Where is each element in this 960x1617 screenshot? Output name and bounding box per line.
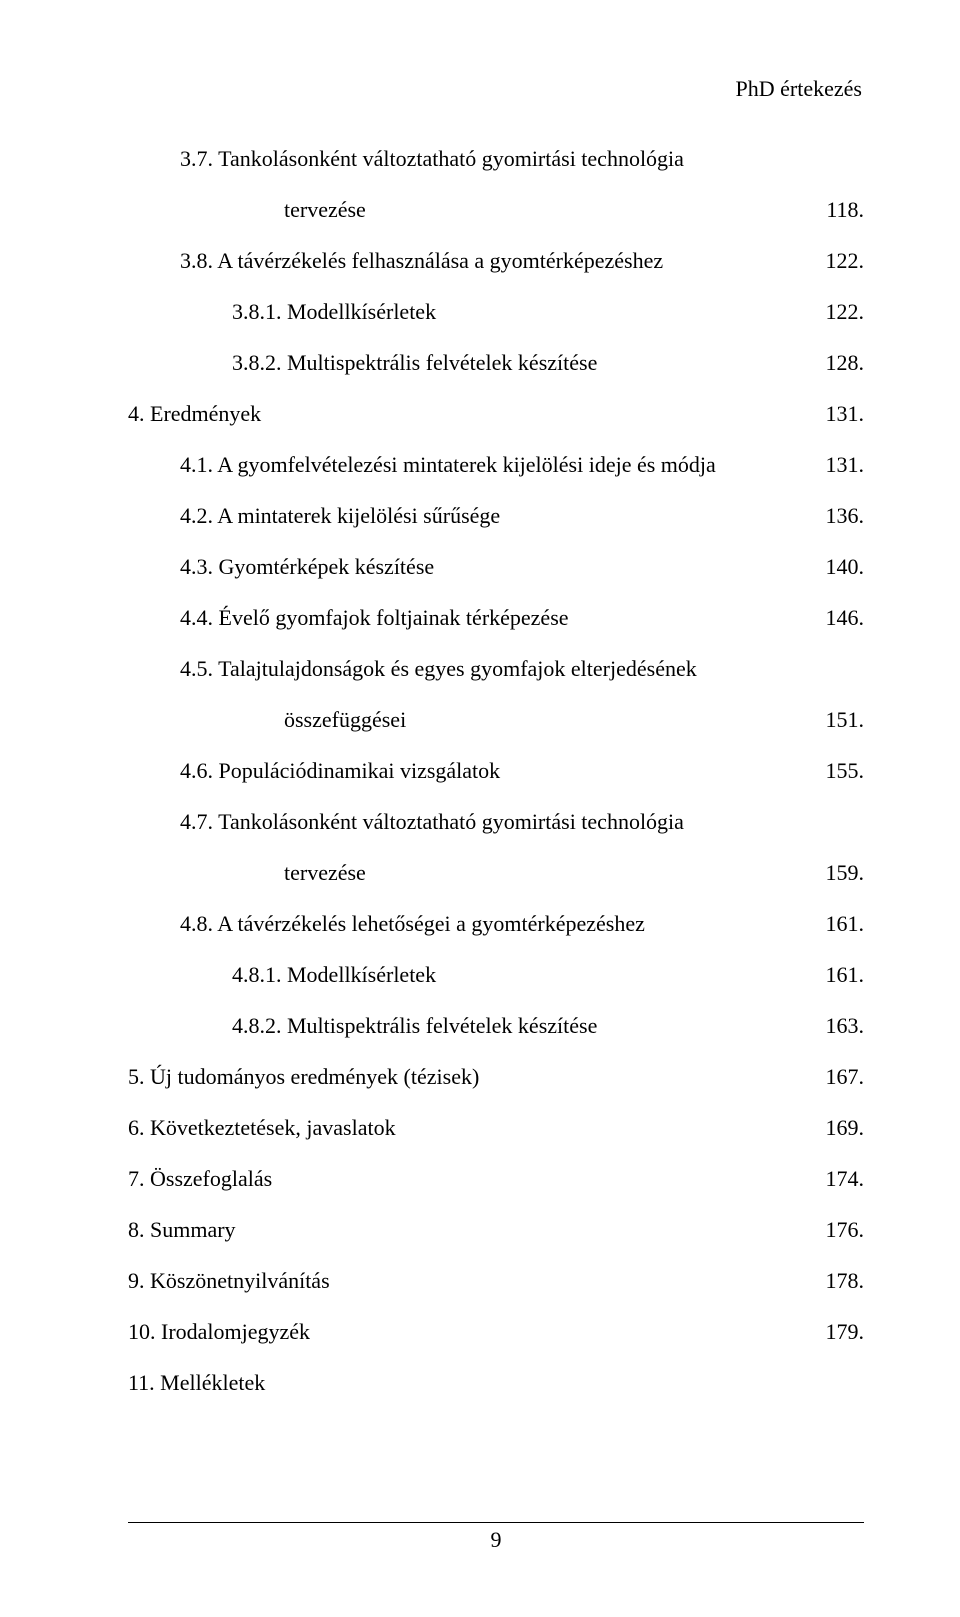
toc-entry-page: 179. [826, 1321, 865, 1343]
toc-entry: 9. Köszönetnyilvánítás178. [128, 1270, 864, 1292]
toc-entry-page: 161. [826, 913, 865, 935]
toc-entry-label: 10. Irodalomjegyzék [128, 1321, 826, 1343]
toc-entry-page: 159. [826, 862, 865, 884]
toc-entry-label: 4. Eredmények [128, 403, 826, 425]
toc-entry-page: 155. [826, 760, 865, 782]
toc-entry-label: tervezése [128, 199, 826, 221]
toc-entry-page: 174. [826, 1168, 865, 1190]
toc-entry: 3.8.1. Modellkísérletek122. [128, 301, 864, 323]
toc-entry-page: 161. [826, 964, 865, 986]
toc-entry-label: 5. Új tudományos eredmények (tézisek) [128, 1066, 826, 1088]
toc-entry-label: 3.8.2. Multispektrális felvételek készít… [128, 352, 826, 374]
table-of-contents: 3.7. Tankolásonként változtatható gyomir… [128, 148, 864, 1394]
toc-entry-label: 4.5. Talajtulajdonságok és egyes gyomfaj… [128, 658, 864, 680]
toc-entry: 4.7. Tankolásonként változtatható gyomir… [128, 811, 864, 833]
running-head: PhD értekezés [128, 76, 864, 102]
toc-entry-page: 128. [826, 352, 865, 374]
toc-entry-page: 163. [826, 1015, 865, 1037]
toc-entry-page: 151. [826, 709, 865, 731]
page-footer: 9 [128, 1522, 864, 1553]
page-number: 9 [491, 1527, 502, 1552]
toc-entry-label: 4.8.2. Multispektrális felvételek készít… [128, 1015, 826, 1037]
toc-entry-label: 11. Mellékletek [128, 1372, 864, 1394]
toc-entry: 4.4. Évelő gyomfajok foltjainak térképez… [128, 607, 864, 629]
toc-entry-page: 178. [826, 1270, 865, 1292]
toc-entry-label: 3.7. Tankolásonként változtatható gyomir… [128, 148, 864, 170]
toc-entry-label: 7. Összefoglalás [128, 1168, 826, 1190]
toc-entry-page: 140. [826, 556, 865, 578]
toc-entry-page: 169. [826, 1117, 865, 1139]
toc-entry-label: 9. Köszönetnyilvánítás [128, 1270, 826, 1292]
toc-entry: tervezése118. [128, 199, 864, 221]
toc-entry-page: 167. [826, 1066, 865, 1088]
toc-entry-page: 136. [826, 505, 865, 527]
toc-entry: 8. Summary176. [128, 1219, 864, 1241]
toc-entry-label: 4.1. A gyomfelvételezési mintaterek kije… [128, 454, 826, 476]
toc-entry: 11. Mellékletek [128, 1372, 864, 1394]
toc-entry-page: 176. [826, 1219, 865, 1241]
toc-entry: 4.8. A távérzékelés lehetőségei a gyomté… [128, 913, 864, 935]
toc-entry: 4.5. Talajtulajdonságok és egyes gyomfaj… [128, 658, 864, 680]
toc-entry: tervezése159. [128, 862, 864, 884]
toc-entry-label: 4.3. Gyomtérképek készítése [128, 556, 826, 578]
toc-entry-label: 4.6. Populációdinamikai vizsgálatok [128, 760, 826, 782]
toc-entry: 4.1. A gyomfelvételezési mintaterek kije… [128, 454, 864, 476]
toc-entry-label: 4.2. A mintaterek kijelölési sűrűsége [128, 505, 826, 527]
toc-entry: 4.2. A mintaterek kijelölési sűrűsége136… [128, 505, 864, 527]
toc-entry-label: 8. Summary [128, 1219, 826, 1241]
page-container: PhD értekezés 3.7. Tankolásonként változ… [0, 0, 960, 1394]
toc-entry: 4.3. Gyomtérképek készítése140. [128, 556, 864, 578]
toc-entry-label: 6. Következtetések, javaslatok [128, 1117, 826, 1139]
toc-entry: összefüggései151. [128, 709, 864, 731]
toc-entry: 6. Következtetések, javaslatok169. [128, 1117, 864, 1139]
toc-entry: 4.8.2. Multispektrális felvételek készít… [128, 1015, 864, 1037]
toc-entry-label: tervezése [128, 862, 826, 884]
toc-entry-page: 118. [826, 199, 864, 221]
toc-entry-label: összefüggései [128, 709, 826, 731]
toc-entry-label: 4.8. A távérzékelés lehetőségei a gyomté… [128, 913, 826, 935]
toc-entry-page: 131. [826, 403, 865, 425]
toc-entry: 4. Eredmények131. [128, 403, 864, 425]
toc-entry-page: 122. [826, 250, 865, 272]
toc-entry: 7. Összefoglalás174. [128, 1168, 864, 1190]
toc-entry-label: 4.4. Évelő gyomfajok foltjainak térképez… [128, 607, 826, 629]
toc-entry-label: 4.7. Tankolásonként változtatható gyomir… [128, 811, 864, 833]
toc-entry: 3.8. A távérzékelés felhasználása a gyom… [128, 250, 864, 272]
toc-entry-label: 4.8.1. Modellkísérletek [128, 964, 826, 986]
toc-entry: 4.6. Populációdinamikai vizsgálatok155. [128, 760, 864, 782]
toc-entry: 10. Irodalomjegyzék179. [128, 1321, 864, 1343]
toc-entry: 3.8.2. Multispektrális felvételek készít… [128, 352, 864, 374]
toc-entry-label: 3.8.1. Modellkísérletek [128, 301, 826, 323]
toc-entry: 4.8.1. Modellkísérletek161. [128, 964, 864, 986]
toc-entry: 5. Új tudományos eredmények (tézisek)167… [128, 1066, 864, 1088]
toc-entry-label: 3.8. A távérzékelés felhasználása a gyom… [128, 250, 826, 272]
toc-entry: 3.7. Tankolásonként változtatható gyomir… [128, 148, 864, 170]
toc-entry-page: 146. [826, 607, 865, 629]
toc-entry-page: 131. [826, 454, 865, 476]
toc-entry-page: 122. [826, 301, 865, 323]
